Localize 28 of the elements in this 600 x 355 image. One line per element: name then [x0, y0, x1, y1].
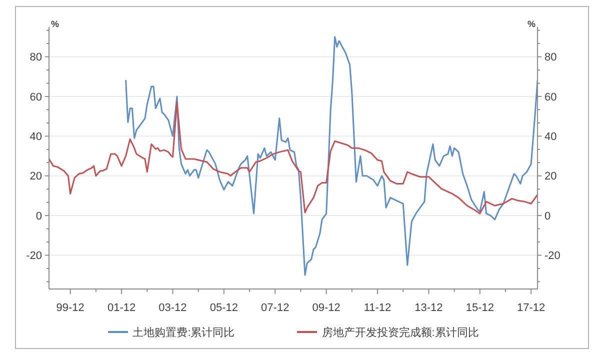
- line-series: [125, 36, 538, 276]
- y2-tick-label: 60: [544, 91, 557, 104]
- line-series: [49, 102, 538, 214]
- y-tick-label: 40: [30, 131, 42, 144]
- y-tick-label: 80: [30, 52, 42, 64]
- x-tick-label: 05-12: [210, 302, 238, 314]
- y-tick-label: 0: [36, 210, 42, 222]
- x-tick-label: 15-12: [466, 302, 494, 314]
- y-tick-label: 60: [30, 91, 42, 104]
- y2-tick-label: 40: [544, 131, 557, 144]
- x-tick-label: 99-12: [56, 302, 84, 314]
- y-tick-label: 20: [30, 170, 42, 183]
- x-tick-label: 13-12: [414, 302, 443, 314]
- y-axis-title: %: [51, 19, 60, 29]
- y2-tick-label: -20: [544, 250, 560, 262]
- y2-tick-label: 20: [544, 170, 557, 183]
- y2-tick-label: 0: [544, 210, 551, 222]
- x-tick-label: 09-12: [312, 302, 340, 314]
- y-tick-label: -20: [26, 250, 42, 262]
- legend-label: 房地产开发投资完成额:累计同比: [322, 326, 479, 340]
- x-tick-label: 17-12: [517, 302, 546, 314]
- y2-tick-label: 80: [544, 52, 557, 64]
- x-tick-label: 07-12: [261, 302, 290, 314]
- y2-axis-title: %: [527, 19, 536, 29]
- x-tick-label: 11-12: [364, 302, 392, 314]
- x-tick-label: 03-12: [158, 302, 187, 314]
- legend-label: 土地购置费:累计同比: [132, 326, 235, 340]
- x-tick-label: 01-12: [107, 302, 136, 314]
